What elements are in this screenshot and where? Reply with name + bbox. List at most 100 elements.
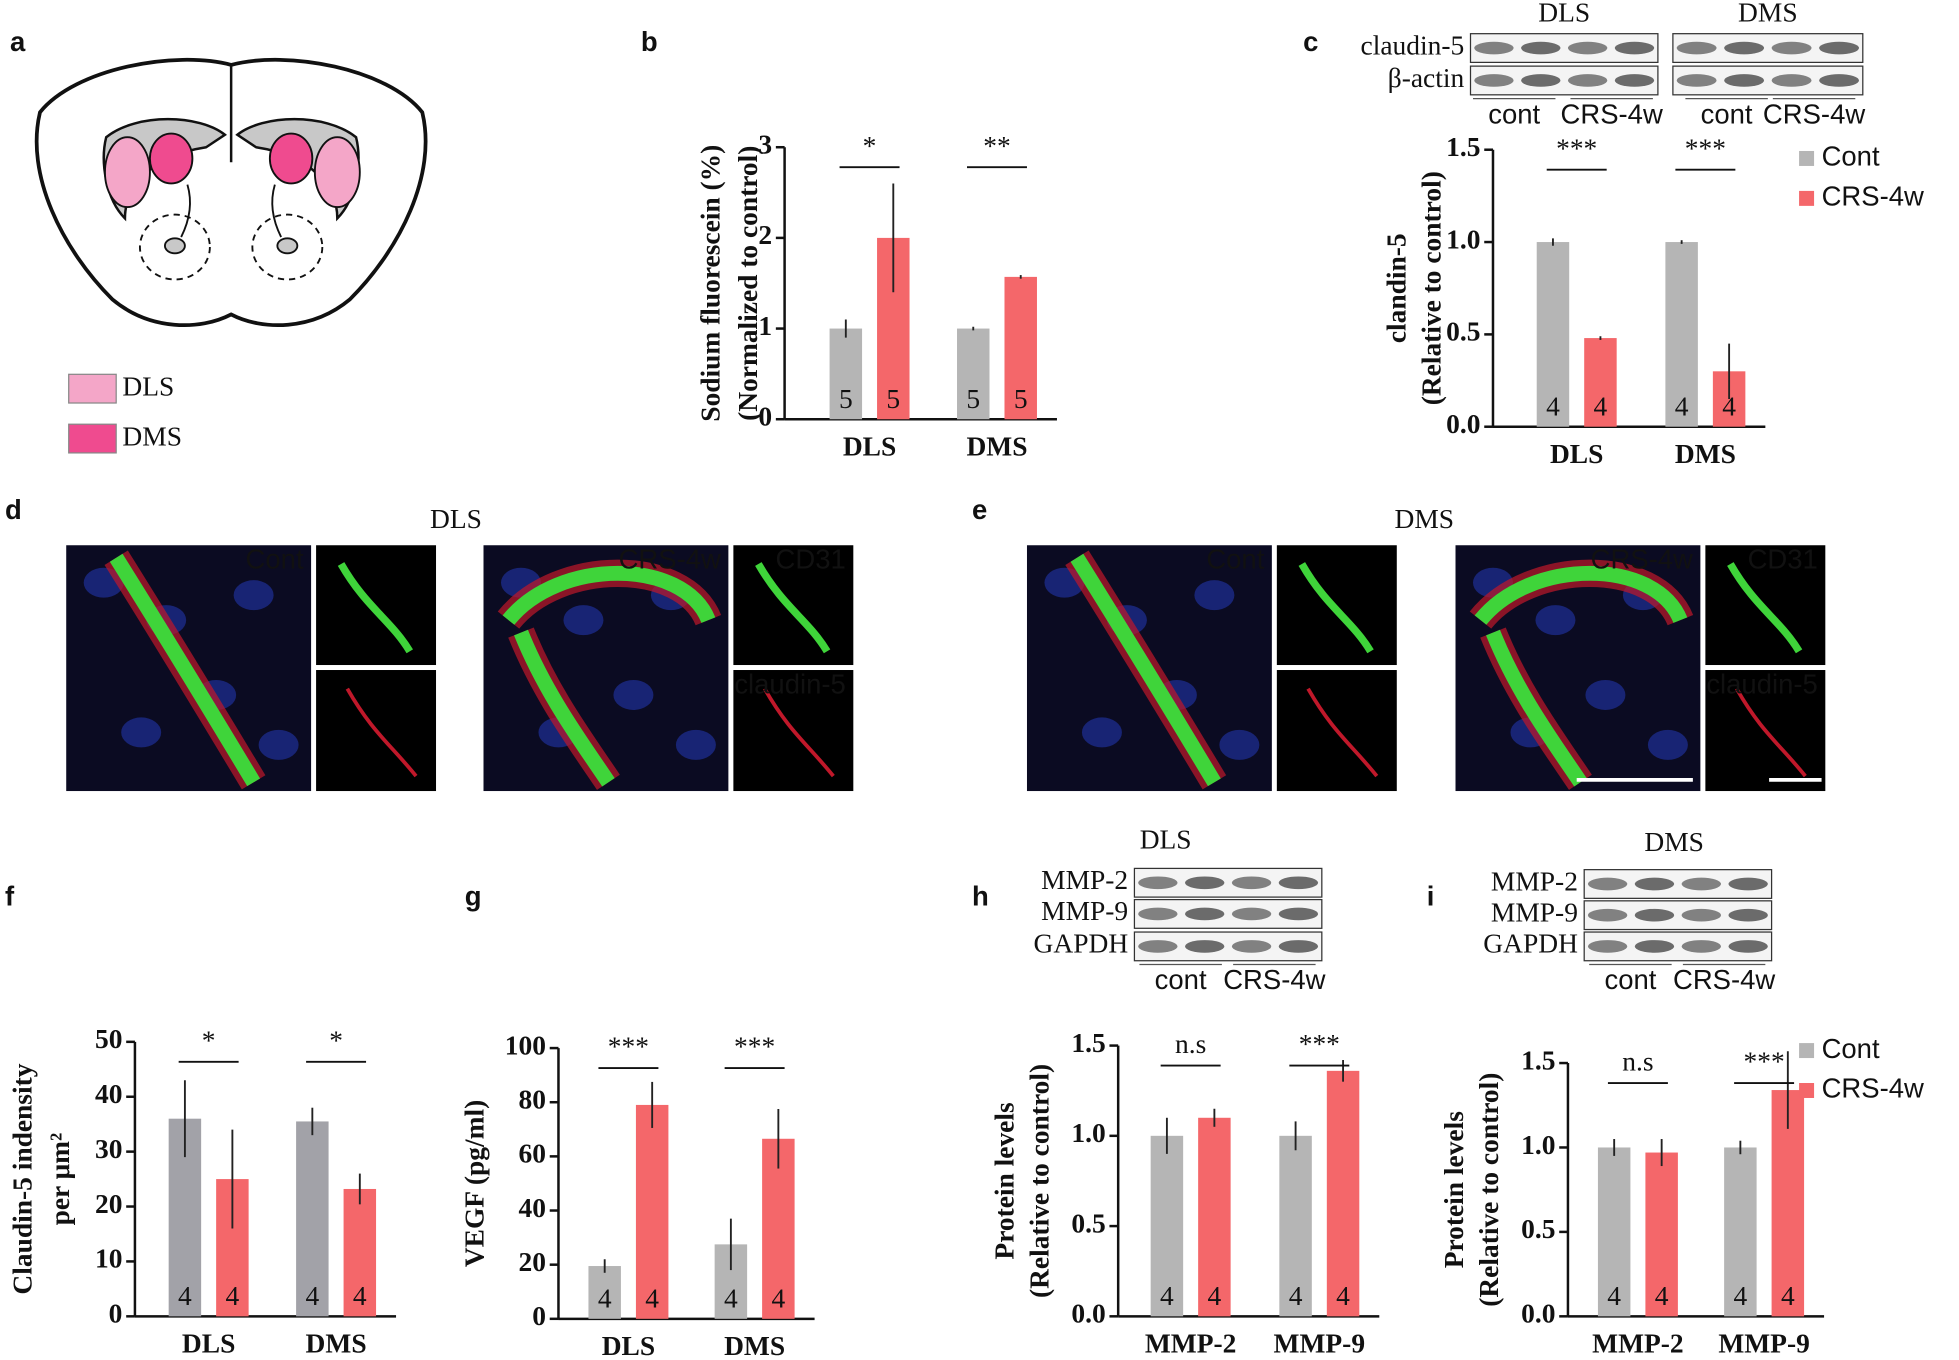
bar [1645,1152,1678,1317]
blot-row-label: MMP-2 [1491,866,1578,896]
panel-letter: f [5,881,15,912]
y-axis-label: Claudin-5 indensity [7,1063,37,1294]
bar [343,1188,377,1317]
nucleus [1081,717,1122,748]
sample-size: 4 [1733,1281,1747,1311]
significance-label: *** [1743,1047,1784,1077]
sample-size: 5 [839,384,853,414]
bar [1198,1117,1231,1317]
y-axis-label: per μm² [45,1133,75,1226]
blot-band [1724,41,1765,55]
x-tick-label: DMS [724,1331,785,1360]
blot-band [1474,74,1514,87]
vessel-green [109,553,261,787]
panel-letter: g [465,881,482,912]
x-tick-label: MMP-2 [1592,1329,1684,1359]
y-tick-label: 100 [505,1030,546,1060]
bar [1150,1135,1184,1317]
y-tick-label: 0 [109,1299,123,1329]
y-tick-label: 40 [95,1079,122,1109]
image-label: Cont [1206,544,1264,575]
blot-band [1278,907,1319,921]
x-tick-label: DLS [182,1329,235,1359]
vessel-green [1298,562,1374,654]
y-tick-label: 0.5 [1446,317,1480,347]
blot-band [1634,908,1675,922]
blot-title: DLS [1538,0,1590,27]
sample-size: 4 [353,1281,367,1311]
y-axis-label: VEGF (pg/ml) [460,1100,490,1267]
panel-letter: e [972,494,987,525]
blot-band [1521,41,1561,55]
blot-band [1521,74,1561,87]
y-tick-label: 1.0 [1521,1130,1555,1160]
image-title: DLS [430,504,482,534]
sample-size: 4 [1208,1281,1222,1311]
blot-band [1771,41,1812,55]
bar [635,1104,669,1319]
significance-label: n.s [1622,1047,1653,1077]
bar [829,328,863,420]
significance-label: * [202,1025,216,1055]
y-tick-label: 1 [758,311,772,341]
image-label: Cont [246,544,304,575]
sample-size: 4 [1675,392,1689,422]
sample-size: 4 [1336,1281,1350,1311]
x-tick-label: MMP-2 [1145,1329,1237,1359]
y-tick-label: 0.5 [1071,1208,1105,1238]
blot-band [1587,908,1628,922]
blot-band [1567,74,1608,87]
significance-label: *** [734,1032,775,1062]
blot-title: DMS [1738,0,1798,27]
vessel-red [345,687,418,778]
y-tick-label: 40 [519,1193,546,1223]
significance-label: *** [1685,133,1726,163]
sample-size: 4 [724,1284,738,1314]
nucleus [675,729,716,760]
blot-group-label: CRS-4w [1673,964,1775,995]
blot-band [1676,41,1717,55]
nucleus [1535,605,1576,636]
sample-size: 4 [645,1284,659,1314]
y-tick-label: 50 [95,1024,122,1054]
significance-label: * [863,131,877,161]
bar [588,1266,621,1319]
y-axis-label: Protein levels [1439,1111,1469,1269]
vessel-red [762,687,835,778]
vessel-green [755,562,831,654]
legend-label: CRS-4w [1822,1073,1924,1104]
bar [957,328,990,420]
bar [762,1138,795,1319]
blot-row-label: MMP-9 [1491,898,1578,928]
vessel-green [337,562,414,654]
bar [296,1121,329,1317]
blot-band [1771,74,1812,87]
image-label: CD31 [776,544,846,575]
significance-label: *** [608,1032,649,1062]
significance-label: ** [983,131,1010,161]
blot-row-label: β-actin [1388,63,1465,93]
y-axis-label: (Relative to control) [1474,1073,1504,1307]
legend-swatch [1799,190,1815,206]
bar [1279,1135,1312,1317]
sample-size: 4 [598,1284,612,1314]
blot-band [1231,940,1272,953]
blot-band [1231,876,1272,890]
blot-band [1614,74,1655,87]
blot-group-label: cont [1488,98,1540,129]
sample-size: 4 [771,1284,785,1314]
blot-group-label: CRS-4w [1223,964,1325,995]
x-tick-label: DMS [966,431,1027,461]
blot-band [1681,908,1721,922]
y-tick-label: 10 [95,1244,122,1274]
image-label: CRS-4w [1591,544,1693,575]
nucleus [233,580,274,611]
legend-swatch [1799,1083,1815,1098]
panel-letter: c [1303,26,1318,57]
y-axis-label: clandin-5 [1382,233,1412,343]
blot-group-label: cont [1155,964,1207,995]
panel-letter: b [641,26,658,57]
sample-size: 4 [305,1281,319,1311]
legend-label: DLS [122,372,174,402]
